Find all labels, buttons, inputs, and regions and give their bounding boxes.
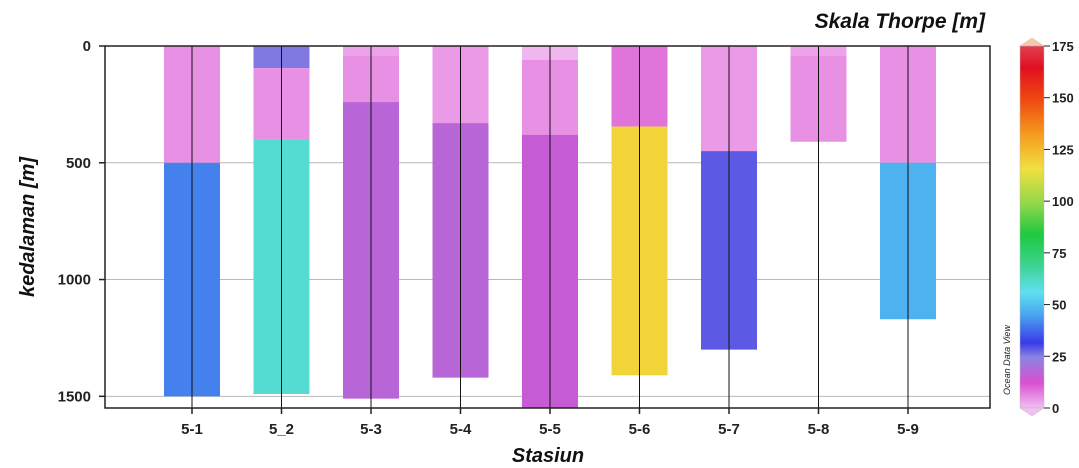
- colorbar-bottom-arrow: [1019, 407, 1045, 417]
- colorbar-ticks: 0 25 50 75 100 125 150 175: [1044, 39, 1074, 416]
- colorbar-tick-label-125: 125: [1052, 142, 1074, 157]
- colorbar-tick-label-0: 0: [1052, 401, 1059, 416]
- x-tick-label-5-5: 5-5: [539, 421, 561, 438]
- x-tick-label-5-3: 5-3: [360, 421, 382, 438]
- x-tick-label-5_2: 5_2: [269, 421, 294, 438]
- colorbar-tick-label-50: 50: [1052, 298, 1066, 313]
- x-tick-label-5-6: 5-6: [629, 421, 651, 438]
- y-tick-label-1000: 1000: [58, 272, 91, 289]
- colorbar-tick-label-75: 75: [1052, 246, 1066, 261]
- chart-title: Skala Thorpe [m]: [815, 10, 986, 33]
- x-axis-ticks: 5-1 5_2 5-3 5-4 5-5 5-6 5-7 5-8 5-9: [181, 408, 919, 438]
- y-tick-label-0: 0: [83, 38, 91, 55]
- colorbar-tick-label-100: 100: [1052, 194, 1074, 209]
- colorbar-top-arrow: [1019, 37, 1045, 47]
- y-axis-ticks: 0 500 1000 1500: [58, 38, 105, 405]
- y-tick-label-500: 500: [66, 155, 91, 172]
- x-tick-label-5-4: 5-4: [450, 421, 472, 438]
- x-axis-title: Stasiun: [512, 445, 584, 467]
- plot-frame: [104, 45, 991, 409]
- colorbar-tick-label-150: 150: [1052, 91, 1074, 106]
- colorbar-gradient: [1019, 45, 1045, 409]
- colorbar: 0 25 50 75 100 125 150 175 Ocean Data View: [1002, 37, 1074, 417]
- colorbar-tick-label-175: 175: [1052, 39, 1074, 54]
- x-tick-label-5-1: 5-1: [181, 421, 203, 438]
- x-tick-label-5-9: 5-9: [897, 421, 919, 438]
- station-lines: [191, 46, 909, 408]
- x-tick-label-5-7: 5-7: [718, 421, 740, 438]
- x-tick-label-5-8: 5-8: [808, 421, 830, 438]
- y-tick-label-1500: 1500: [58, 388, 91, 405]
- colorbar-label: Ocean Data View: [1002, 325, 1012, 395]
- colorbar-tick-label-25: 25: [1052, 349, 1066, 364]
- y-axis-title: kedalaman [m]: [17, 156, 39, 297]
